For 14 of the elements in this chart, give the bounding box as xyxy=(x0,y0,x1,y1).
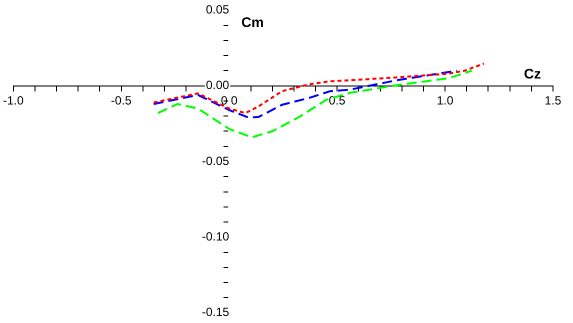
y-tick-label: -0.10 xyxy=(202,229,230,244)
x-tick-label: 1.0 xyxy=(436,93,454,108)
y-tick-label: 0.05 xyxy=(206,2,230,17)
y-tick-label: 0.00 xyxy=(206,78,230,92)
line-series xyxy=(152,62,485,114)
x-tick-label: 0.5 xyxy=(328,93,346,108)
y-tick-label: -0.15 xyxy=(202,305,230,320)
x-axis-title: Cz xyxy=(524,66,541,82)
x-tick-label: -0.5 xyxy=(110,93,132,108)
y-tick-label: -0.05 xyxy=(202,154,230,168)
y-axis-title: Cm xyxy=(241,14,264,30)
x-tick-label: 1.5 xyxy=(544,93,562,108)
line-series xyxy=(156,70,473,138)
x-tick-label: -1.0 xyxy=(2,93,24,108)
